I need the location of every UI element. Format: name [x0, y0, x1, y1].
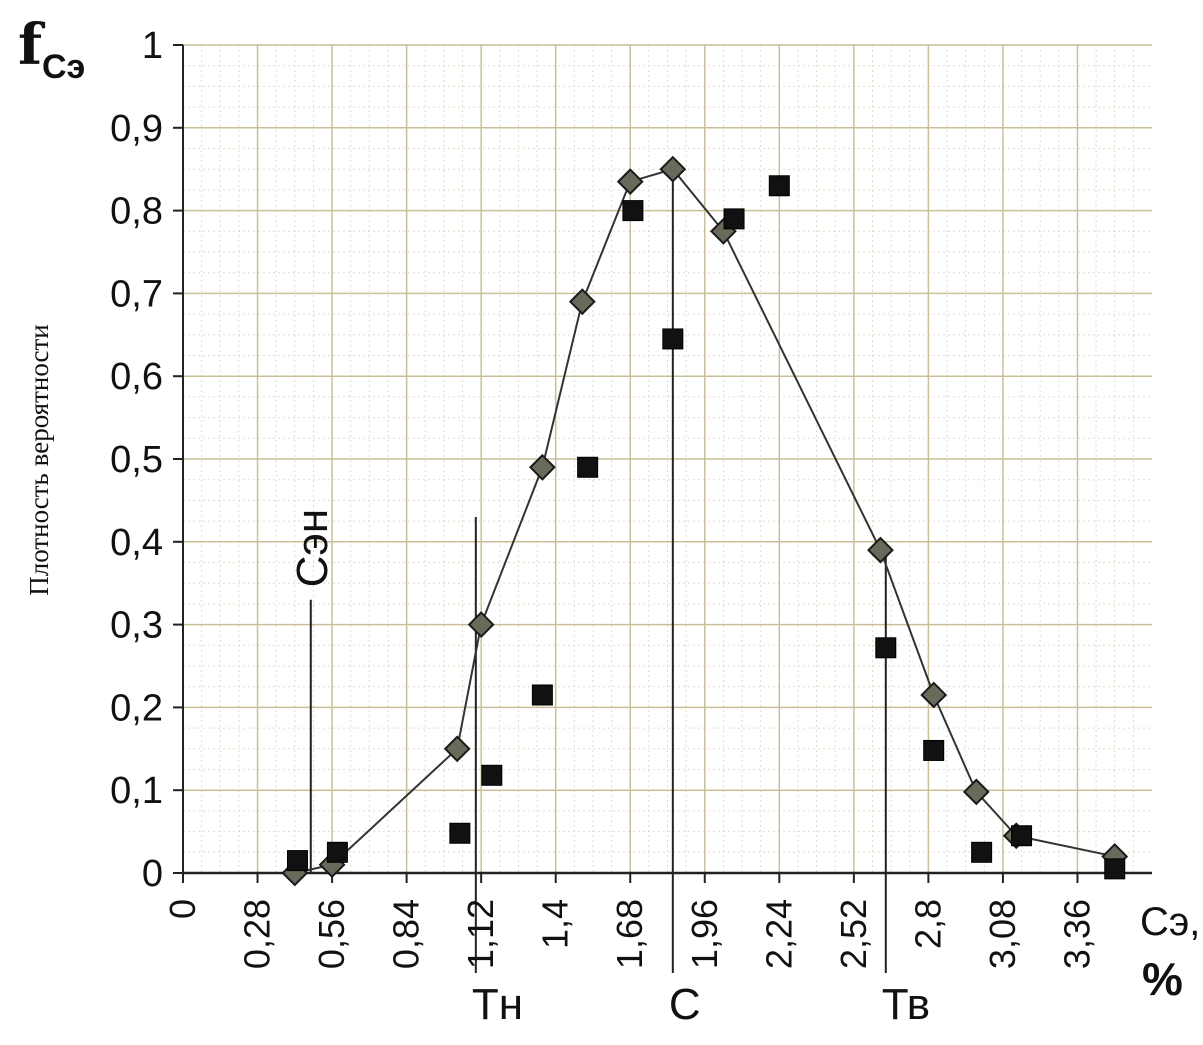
y-tick-label: 0,3: [110, 605, 163, 647]
square-point: [482, 765, 502, 785]
y-tick-label: 0,4: [110, 522, 163, 564]
y-tick-label: 0,2: [110, 687, 163, 729]
annotation-label: Тв: [882, 980, 930, 1029]
x-tick-label: 1,68: [609, 899, 650, 969]
square-point: [450, 823, 470, 843]
x-axis-unit: %: [1142, 953, 1183, 1005]
y-tick-label: 0,8: [110, 191, 163, 233]
x-tick-label: 3,36: [1056, 899, 1097, 969]
square-point: [724, 209, 744, 229]
square-point: [663, 329, 683, 349]
square-point: [769, 176, 789, 196]
x-axis-label: Сэ,: [1140, 900, 1200, 944]
square-point: [623, 201, 643, 221]
square-point: [327, 842, 347, 862]
x-tick-label: 2,24: [758, 899, 799, 969]
x-tick-label: 2,52: [833, 899, 874, 969]
square-point: [287, 851, 307, 871]
y-title-sub: Сэ: [42, 48, 85, 86]
square-point: [924, 740, 944, 760]
diamond-point: [661, 157, 685, 181]
diamond-point: [469, 613, 493, 637]
x-tick-label: 0,84: [386, 899, 427, 969]
y-tick-label: 0,9: [110, 108, 163, 150]
x-tick-label: 0,28: [237, 899, 278, 969]
x-tick-label: 0: [162, 899, 203, 919]
x-tick-label: 0,56: [311, 899, 352, 969]
y-tick-labels: 0 0,1 0,2 0,3 0,4 0,5 0,6 0,7 0,8 0,9 1: [110, 25, 163, 895]
square-point: [1012, 826, 1032, 846]
x-tick-label: 3,08: [982, 899, 1023, 969]
x-tick-label: 1,12: [460, 899, 501, 969]
annotation-label: С: [669, 980, 701, 1029]
square-point: [1105, 859, 1125, 879]
square-point: [578, 457, 598, 477]
x-tick-label: 1,96: [684, 899, 725, 969]
y-tick-label: 1: [142, 25, 163, 67]
x-tick-labels: 0 0,28 0,56 0,84 1,12 1,4 1,68 1,96 2,24 2,52 2,8 3…: [162, 899, 1097, 969]
x-tick-label: 2,8: [907, 899, 948, 949]
y-tick-label: 0,1: [110, 770, 163, 812]
x-tick-label: 1,4: [535, 899, 576, 949]
y-tick-label: 0,6: [110, 356, 163, 398]
annotation-label: Тн: [472, 980, 523, 1029]
annotation-label: Сэн: [288, 509, 337, 588]
diamond-point: [922, 683, 946, 707]
square-point: [972, 842, 992, 862]
y-tick-label: 0,5: [110, 439, 163, 481]
square-point: [876, 638, 896, 658]
y-axis-label: Плотность вероятности: [24, 324, 54, 596]
y-tick-label: 0,7: [110, 273, 163, 315]
square-point: [532, 685, 552, 705]
y-tick-label: 0: [142, 853, 163, 895]
